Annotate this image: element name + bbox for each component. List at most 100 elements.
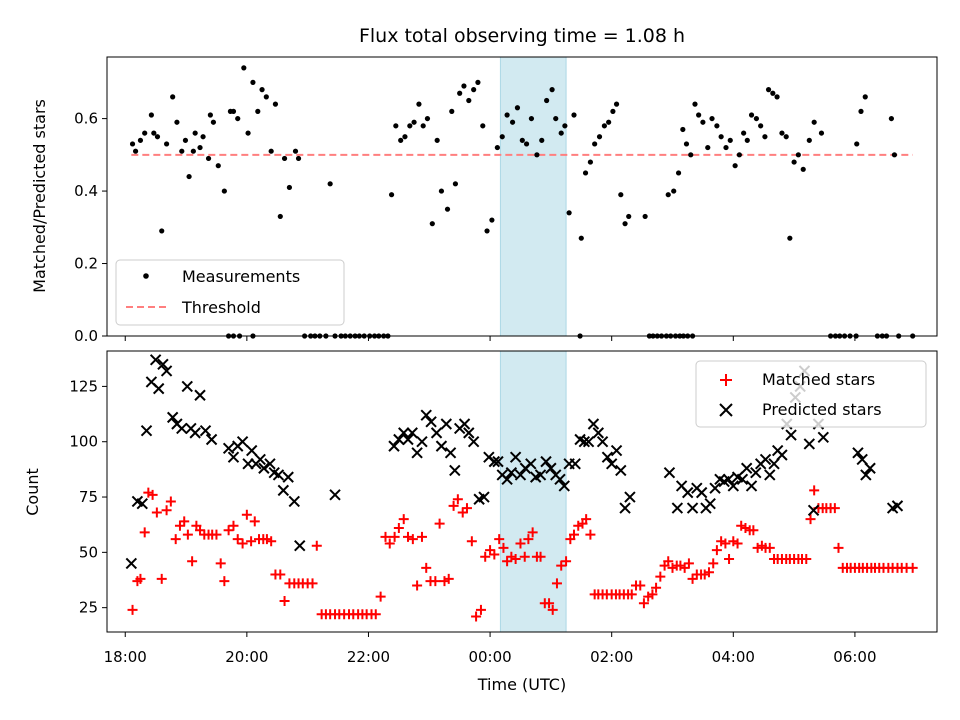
predicted-point (764, 469, 776, 481)
matched-point (170, 534, 181, 545)
predicted-point (272, 469, 285, 481)
x-tick-label: 00:00 (468, 648, 511, 666)
matched-point (703, 567, 714, 578)
measurement-point (783, 134, 789, 140)
measurement-point (471, 87, 477, 93)
matched-point (663, 556, 674, 567)
matched-point (519, 551, 530, 562)
matched-point (724, 553, 735, 564)
matched-point (527, 527, 538, 538)
matched-point (638, 598, 649, 609)
predicted-point (282, 471, 294, 483)
matched-point (279, 596, 290, 607)
measurement-point (741, 130, 747, 136)
measurement-point (207, 112, 213, 118)
measurement-point (549, 87, 555, 93)
predicted-point (592, 427, 605, 439)
matched-point (211, 529, 222, 540)
predicted-point (420, 409, 432, 421)
measurement-point (154, 134, 161, 140)
predicted-point (525, 458, 537, 470)
measurement-point (571, 112, 577, 118)
matched-point (494, 534, 505, 545)
measurement-point (489, 217, 495, 223)
bottom-y-axis-label: Count (23, 468, 42, 516)
measurement-point (259, 87, 265, 93)
predicted-point (727, 480, 740, 492)
matched-point (393, 523, 404, 534)
bottom-y-axis: 25 50 75 100 125 (69, 377, 107, 617)
matched-point (581, 514, 592, 525)
matched-point (683, 558, 694, 569)
matched-point (651, 582, 662, 593)
predicted-point (891, 500, 904, 512)
legend-measurements-marker (143, 273, 149, 279)
measurement-point (461, 83, 467, 89)
measurement-point (286, 184, 293, 191)
matched-point (833, 542, 844, 553)
highlight-span-top (499, 56, 567, 337)
predicted-point (671, 502, 684, 514)
measurement-point (148, 112, 154, 118)
measurement-point (714, 123, 720, 129)
predicted-point (554, 473, 566, 486)
legend-predicted-label: Predicted stars (762, 400, 882, 419)
predicted-point (435, 440, 448, 452)
predicted-point (540, 455, 552, 468)
measurement-point (179, 148, 185, 154)
measurement-point (205, 155, 212, 162)
measurement-point (528, 115, 535, 122)
measurement-point (891, 152, 898, 158)
predicted-point (624, 491, 636, 503)
measurement-point (398, 137, 404, 143)
matched-point (907, 562, 918, 573)
matched-point (805, 514, 816, 525)
matched-point (246, 536, 257, 547)
predicted-point (140, 424, 153, 437)
measurement-point (434, 137, 440, 143)
matched-point (187, 556, 198, 567)
measurement-point (762, 134, 768, 140)
predicted-point (194, 389, 206, 401)
matched-point (249, 516, 260, 527)
bottom-x-axis: 18:00 20:00 22:00 00:00 02:00 04:00 06:00 (104, 632, 877, 666)
measurement-point (499, 134, 505, 140)
measurement-point (683, 141, 690, 147)
measurement-point (688, 152, 694, 158)
top-legend-box (115, 259, 345, 326)
predicted-point (605, 458, 618, 470)
predicted-point (166, 411, 179, 424)
y-tick-label: 25 (79, 599, 98, 617)
predicted-point (596, 436, 609, 448)
measurement-point (292, 148, 299, 154)
predicted-point (745, 480, 758, 492)
y-tick-label: 0.6 (74, 110, 98, 128)
x-tick-label: 18:00 (104, 648, 147, 666)
matched-point (139, 527, 150, 538)
measurement-point (452, 181, 459, 187)
measurement-point (709, 115, 715, 122)
predicted-point (444, 447, 457, 459)
measurement-point (200, 134, 206, 140)
measurement-point (705, 144, 711, 151)
measurement-point (795, 152, 801, 158)
predicted-point (740, 462, 753, 474)
measurement-point (523, 141, 530, 147)
matched-point (635, 580, 646, 591)
predicted-point (545, 462, 557, 474)
matched-point (156, 573, 167, 584)
measurement-point (553, 115, 559, 122)
predicted-point (440, 418, 453, 430)
measurement-point (534, 152, 540, 158)
matched-point (127, 604, 138, 615)
measurement-point (592, 141, 598, 147)
matched-point (523, 534, 534, 545)
predicted-point (534, 469, 547, 481)
measurement-point (642, 213, 648, 220)
matched-point (498, 542, 509, 553)
measurement-point (327, 181, 333, 187)
matched-point (720, 538, 731, 549)
measurement-point (444, 206, 451, 212)
top-panel-ratio: 0.0 0.2 0.4 0.6 Matched/Predicted stars Mea… (30, 56, 938, 345)
